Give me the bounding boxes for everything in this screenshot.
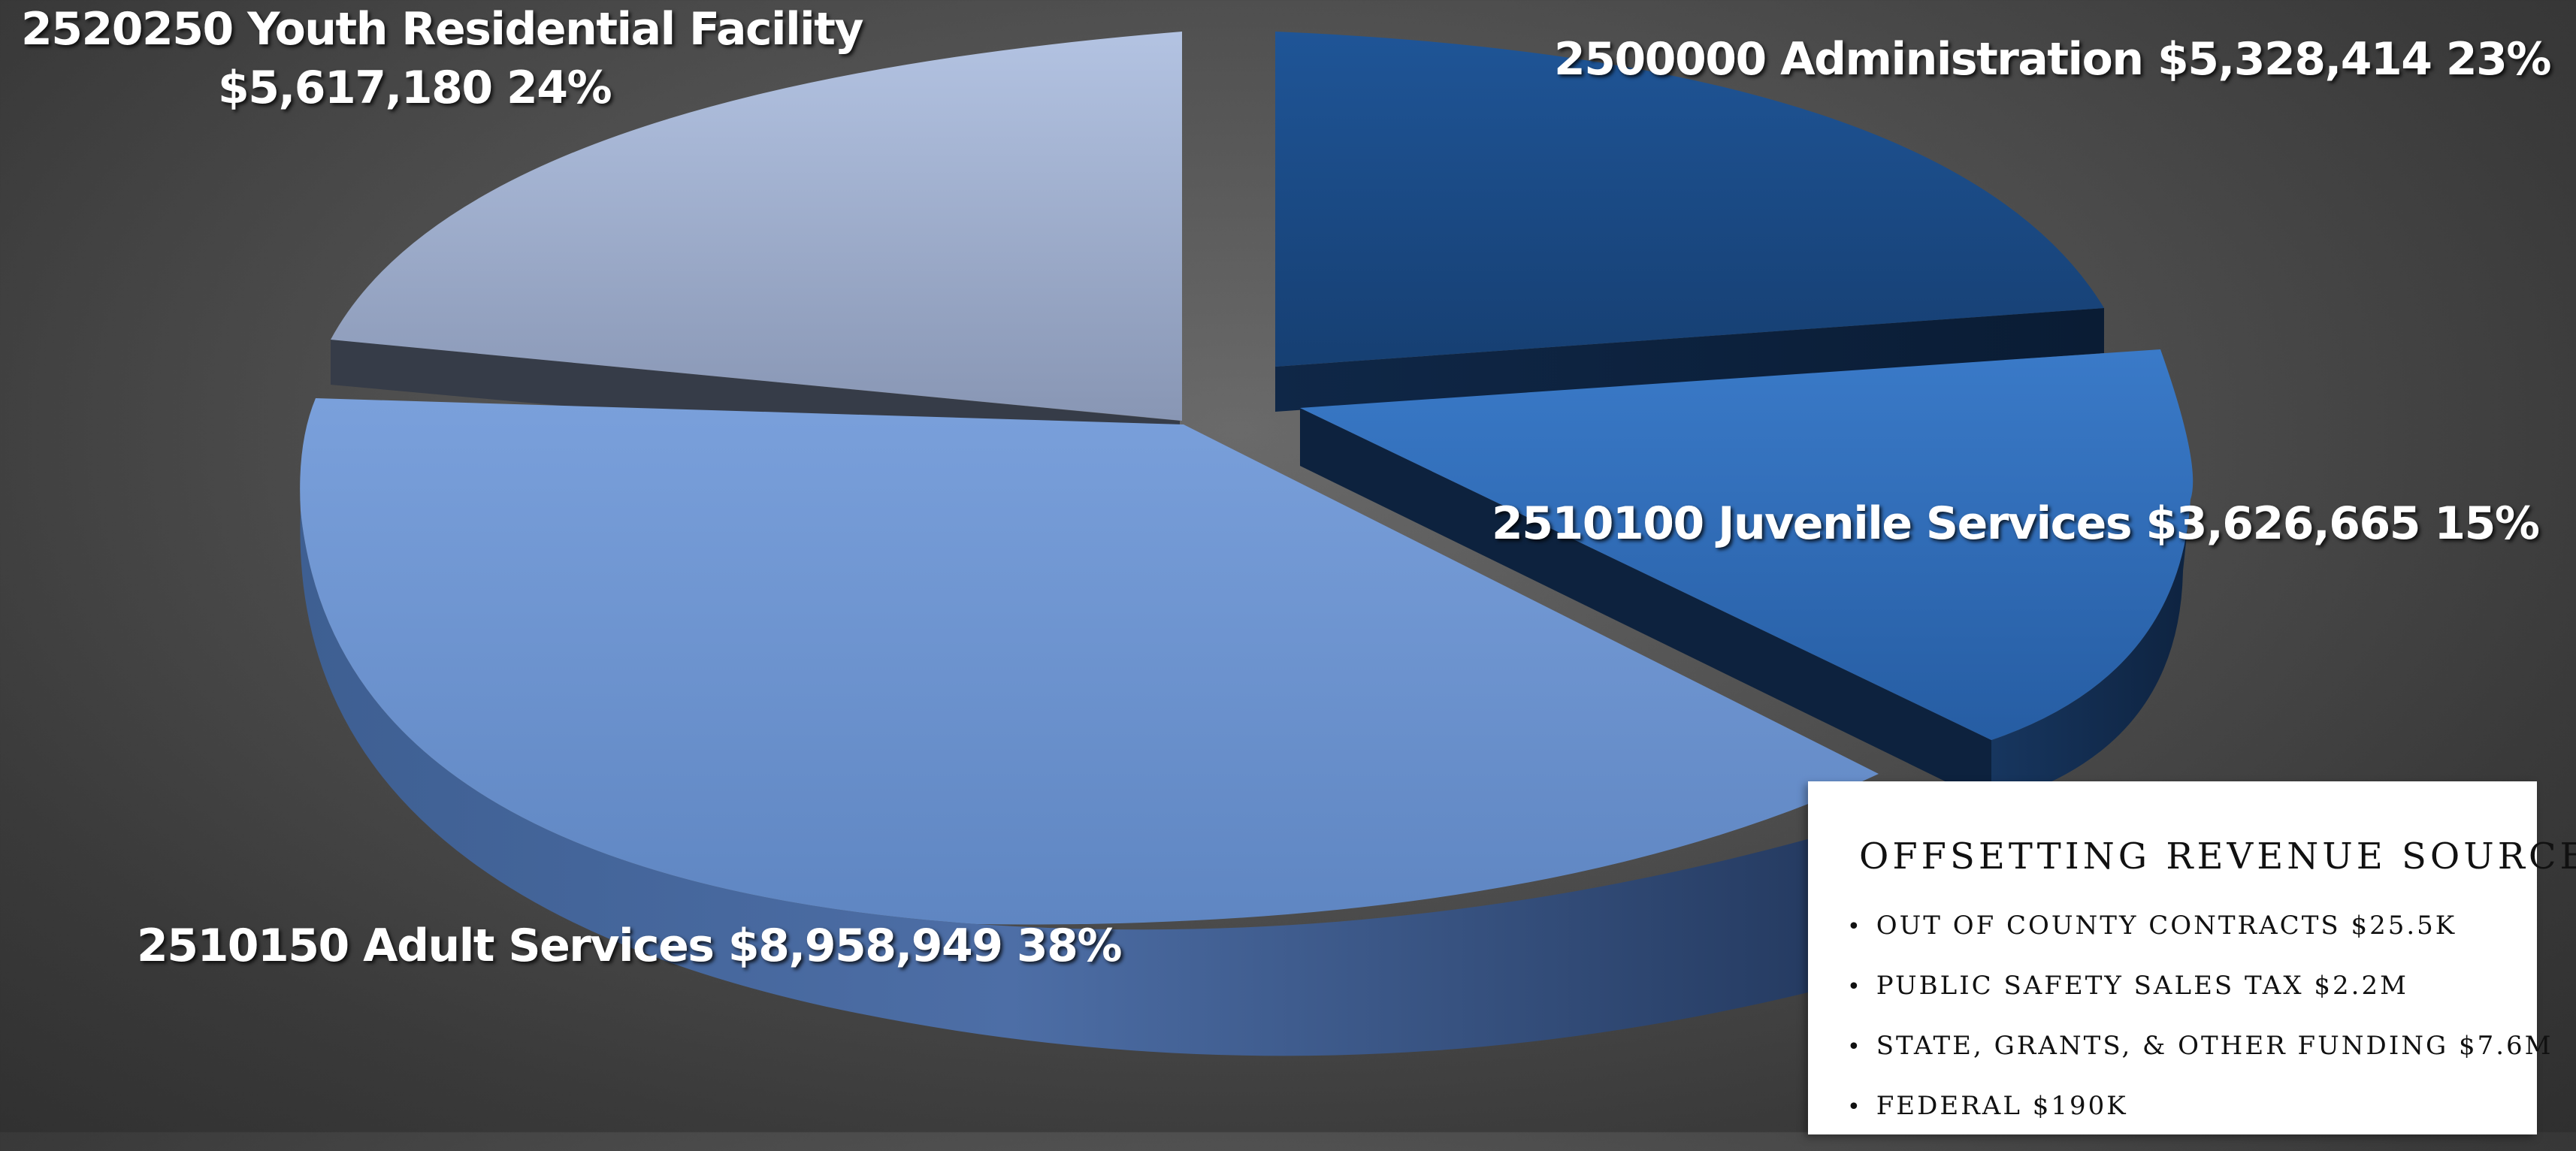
label-administration-code: 2500000 [1554, 33, 1767, 86]
slice-youth-residential-top [331, 32, 1182, 421]
revenue-item-text: PUBLIC SAFETY SALES TAX $2.2M [1876, 971, 2408, 1001]
slice-adult-services-side [300, 511, 1879, 1056]
slice-juvenile-services [1300, 349, 2194, 804]
slice-juvenile-services-rim [1991, 500, 2191, 804]
label-administration-percent: 23% [2445, 33, 2552, 86]
bullet-icon: • [1847, 1034, 1863, 1060]
revenue-item-text: STATE, GRANTS, & OTHER FUNDING $7.6M [1876, 1031, 2553, 1061]
slice-juvenile-services-side [1300, 408, 1991, 804]
label-juvenile-services: 2510100 Juvenile Services $3,626,665 15% [1492, 494, 2540, 553]
revenue-sources-box: OFFSETTING REVENUE SOURCES • OUT OF COUNT… [1808, 781, 2576, 1134]
bullet-icon: • [1847, 974, 1863, 1000]
slice-adult-services [300, 398, 1879, 1056]
revenue-sources-title: OFFSETTING REVENUE SOURCES [1859, 835, 2576, 878]
revenue-item-text: FEDERAL $190K [1876, 1091, 2128, 1121]
label-juvenile-services-code: 2510100 [1492, 497, 1704, 550]
label-youth-residential-name: Youth Residential Facility [247, 3, 863, 56]
label-juvenile-services-percent: 15% [2434, 497, 2540, 550]
label-administration-name: Administration [1780, 33, 2144, 86]
revenue-item: • OUT OF COUNTY CONTRACTS $25.5K [1847, 911, 2553, 971]
label-adult-services-percent: 38% [1016, 920, 1123, 972]
bullet-icon: • [1847, 1094, 1863, 1120]
slice-adult-services-top [300, 398, 1879, 925]
label-juvenile-services-amount: $3,626,665 [2145, 497, 2420, 550]
label-adult-services-name: Adult Services [363, 920, 715, 972]
slice-administration-side [1275, 308, 2104, 412]
label-youth-residential-amount: $5,617,180 [218, 62, 493, 114]
revenue-item: • FEDERAL $190K [1847, 1091, 2553, 1151]
bullet-icon: • [1847, 914, 1863, 940]
label-youth-residential-code: 2520250 [21, 3, 234, 56]
slice-administration-top [1275, 32, 2104, 367]
label-youth-residential-percent: 24% [506, 62, 612, 114]
label-administration-amount: $5,328,414 [2157, 33, 2432, 86]
slice-juvenile-services-top [1300, 349, 2194, 740]
revenue-item: • PUBLIC SAFETY SALES TAX $2.2M [1847, 971, 2553, 1031]
revenue-item-text: OUT OF COUNTY CONTRACTS $25.5K [1876, 911, 2457, 941]
slice-administration [1275, 32, 2104, 412]
revenue-item: • STATE, GRANTS, & OTHER FUNDING $7.6M [1847, 1031, 2553, 1091]
revenue-sources-list: • OUT OF COUNTY CONTRACTS $25.5K • PUBLIC … [1847, 911, 2553, 1151]
label-adult-services-amount: $8,958,949 [727, 920, 1003, 972]
label-administration: 2500000 Administration $5,328,414 23% [1554, 30, 2552, 89]
label-juvenile-services-name: Juvenile Services [1718, 497, 2132, 550]
label-adult-services: 2510150 Adult Services $8,958,949 38% [137, 917, 1123, 975]
label-adult-services-code: 2510150 [137, 920, 349, 972]
label-youth-residential: 2520250 Youth Residential Facility $5,61… [21, 0, 864, 117]
